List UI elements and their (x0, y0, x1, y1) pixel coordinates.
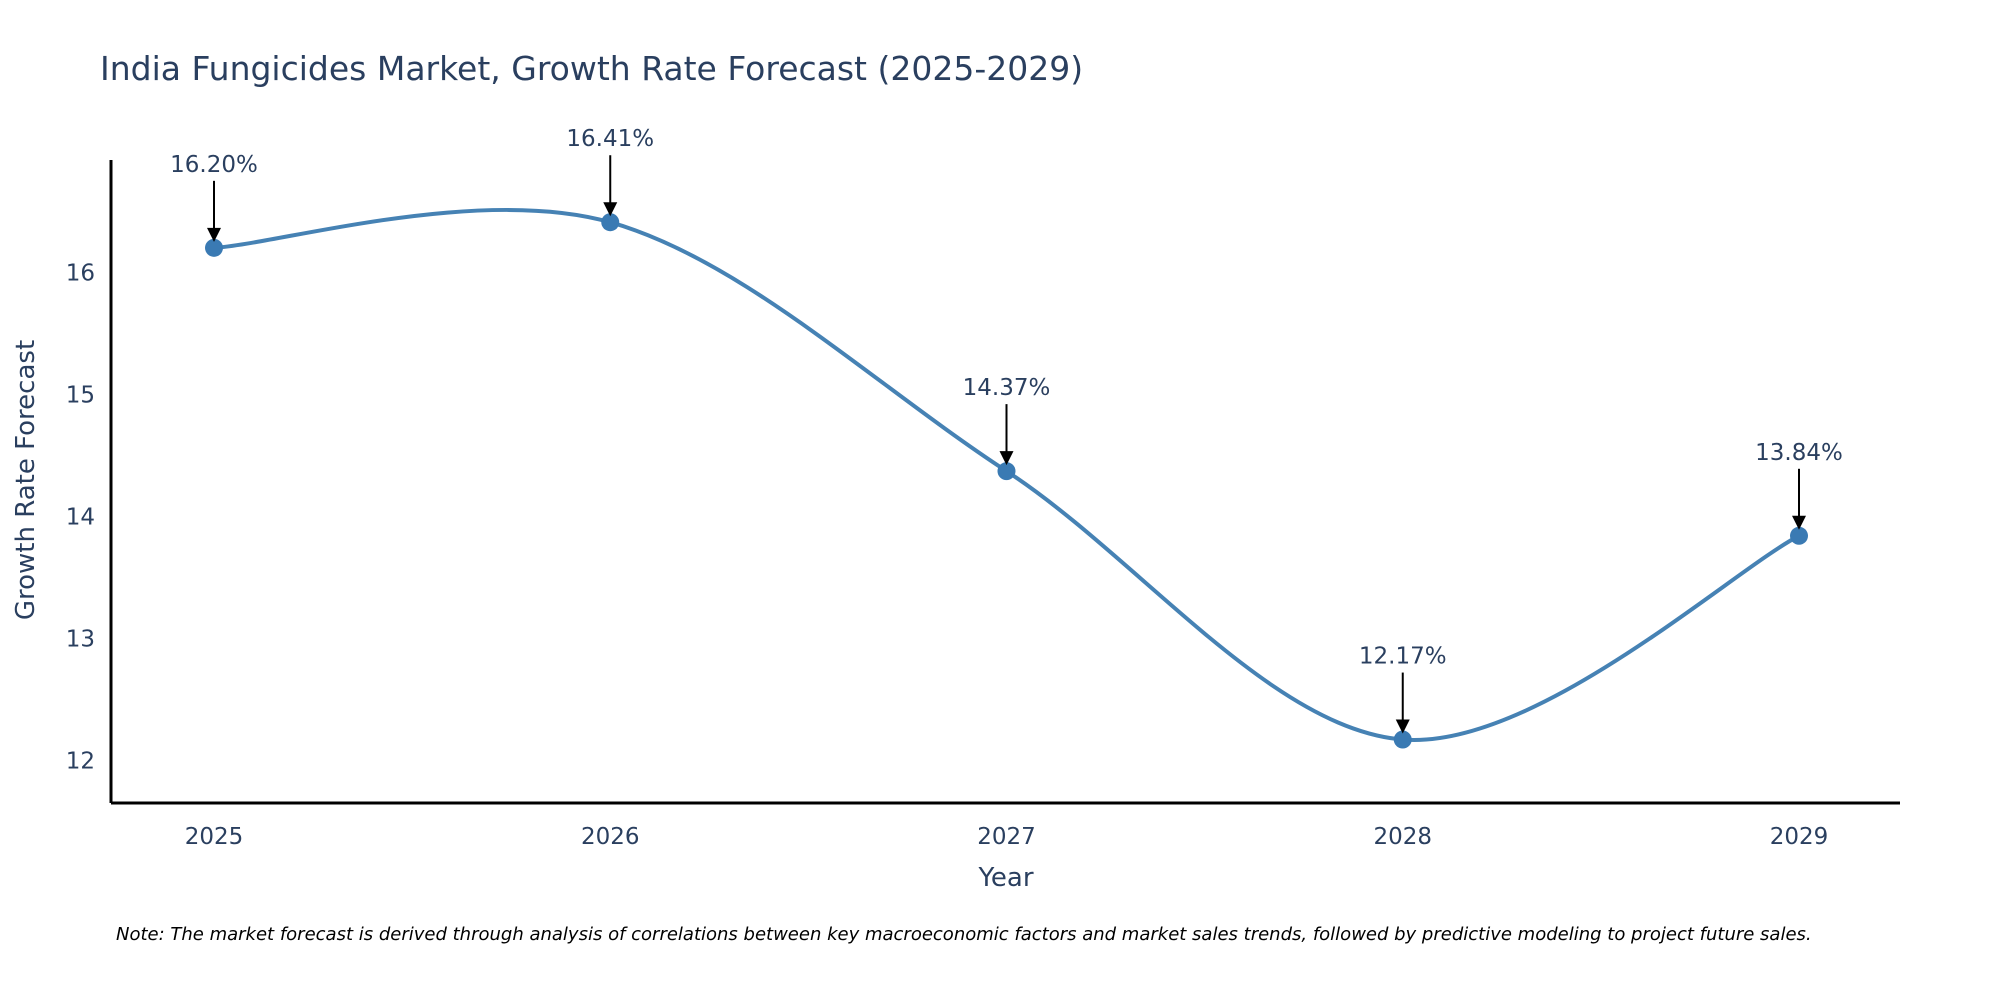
data-point-2026 (601, 213, 620, 232)
data-label-2025: 16.20% (170, 152, 258, 178)
data-point-2027 (997, 462, 1016, 481)
data-label-2028: 12.17% (1359, 644, 1447, 670)
annotation-arrowhead (1395, 719, 1410, 734)
annotation-arrowhead (603, 202, 618, 217)
x-tick-label: 2026 (581, 824, 640, 850)
x-axis-title: Year (977, 863, 1033, 893)
annotation-arrowhead (1792, 515, 1806, 530)
data-label-2026: 16.41% (566, 126, 654, 152)
x-tick-label: 2029 (1770, 824, 1829, 850)
x-tick-label: 2025 (185, 824, 244, 850)
chart-title: India Fungicides Market, Growth Rate For… (100, 49, 1083, 88)
y-tick-label: 12 (66, 748, 95, 774)
y-tick-label: 14 (66, 504, 95, 530)
data-point-2028 (1393, 730, 1412, 749)
data-point-2025 (205, 238, 223, 257)
annotation-arrowhead (999, 451, 1014, 466)
y-tick-label: 15 (66, 382, 95, 408)
y-tick-label: 16 (66, 260, 95, 286)
axes: 12 13 14 15 16 2025 2026 2027 2028 2029 (66, 160, 1900, 850)
annotation-arrowhead (207, 227, 221, 242)
chart-note: Note: The market forecast is derived thr… (116, 924, 1812, 945)
y-axis-title: Growth Rate Forecast (11, 340, 41, 620)
data-labels: 16.20% 16.41% 14.37% 12.17% 13.84% (170, 126, 1843, 734)
x-tick-label: 2027 (977, 824, 1036, 850)
series-growth-rate (205, 207, 1808, 749)
data-label-2027: 14.37% (963, 375, 1051, 401)
data-point-2029 (1790, 526, 1808, 545)
data-label-2029: 13.84% (1755, 440, 1843, 466)
y-tick-label: 13 (66, 626, 95, 652)
x-tick-label: 2028 (1373, 824, 1432, 850)
